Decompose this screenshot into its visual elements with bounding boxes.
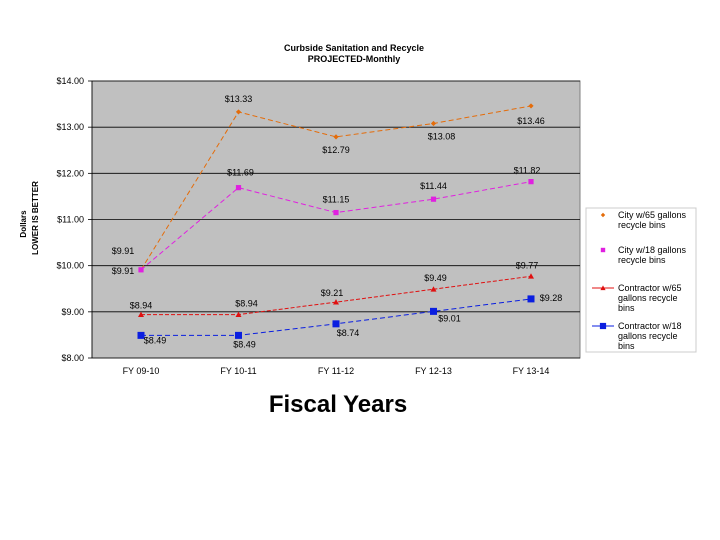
- x-tick-label: FY 10-11: [220, 366, 256, 376]
- data-label: $8.94: [130, 301, 153, 311]
- chart-title: Curbside Sanitation and Recycle: [284, 43, 424, 53]
- data-point: [235, 109, 242, 115]
- data-label: $9.49: [424, 273, 447, 283]
- data-label: $12.79: [322, 145, 350, 155]
- legend-item: City w/65 gallons recycle bins: [600, 210, 687, 230]
- data-label: $8.74: [337, 328, 360, 338]
- data-point: [333, 209, 339, 216]
- data-point: [235, 311, 242, 318]
- data-label: $8.49: [233, 339, 256, 349]
- x-axis-label: Fiscal Years: [269, 391, 407, 418]
- data-label: $9.91: [112, 246, 135, 256]
- data-point: [600, 212, 606, 218]
- legend-item: Contractor w/65 gallons recycle bins: [592, 283, 682, 313]
- data-label: $11.44: [420, 181, 447, 191]
- legend-item: City w/18 gallons recycle bins: [600, 245, 687, 265]
- data-label: $11.69: [227, 168, 254, 178]
- legend-item: Contractor w/18 gallons recycle bins: [592, 321, 682, 351]
- data-labels: $9.91 $13.33 $12.79 $13.08 $13.46 $9.91 $11.69…: [112, 94, 563, 349]
- x-axis-ticks: FY 09-10 FY 10-11 FY 11-12 FY 12-13 FY 13-14: [91, 81, 550, 376]
- data-point: [528, 273, 534, 279]
- data-point: [235, 185, 242, 191]
- legend: City w/65 gallons recycle bins City w/18 g…: [592, 210, 687, 351]
- legend-label: Contractor w/18 gallons recycle bins: [618, 321, 682, 351]
- x-tick-label: FY 09-10: [123, 366, 160, 376]
- data-point: [430, 196, 437, 202]
- data-label: $13.46: [517, 116, 545, 126]
- data-label: $9.21: [321, 288, 344, 298]
- data-point: [332, 320, 340, 328]
- series-line: [140, 105, 532, 271]
- series-group: [137, 103, 535, 339]
- data-point: [138, 311, 144, 318]
- data-point: [600, 285, 606, 291]
- y-tick-label: $11.00: [57, 215, 84, 225]
- data-point: [430, 286, 437, 292]
- data-label: $9.28: [540, 293, 563, 303]
- grid: [92, 80, 580, 359]
- x-tick-label: FY 12-13: [415, 366, 452, 376]
- y-tick-label: $8.00: [61, 353, 84, 363]
- data-label: $9.91: [112, 266, 135, 276]
- y-tick-label: $13.00: [56, 122, 84, 132]
- data-point: [527, 295, 535, 303]
- data-label: $13.08: [428, 131, 456, 141]
- series-4: [137, 295, 535, 339]
- data-label: $11.82: [514, 166, 541, 176]
- data-point: [138, 267, 144, 273]
- data-point: [333, 134, 339, 140]
- legend-label: City w/18 gallons recycle bins: [618, 245, 687, 265]
- data-point: [528, 179, 534, 185]
- data-label: $13.33: [225, 94, 253, 104]
- series-2: [138, 179, 534, 273]
- legend-label: Contractor w/65 gallons recycle bins: [618, 283, 682, 313]
- chart-subtitle: PROJECTED-Monthly: [308, 54, 401, 64]
- y-axis-note: LOWER IS BETTER: [31, 181, 40, 255]
- data-point: [600, 247, 606, 253]
- series-3: [138, 273, 534, 318]
- y-tick-label: $9.00: [61, 307, 84, 317]
- data-point: [430, 120, 437, 127]
- y-tick-label: $10.00: [56, 261, 84, 271]
- y-axis-label: Dollars: [19, 210, 28, 238]
- data-label: $9.77: [516, 260, 539, 270]
- data-point: [137, 331, 145, 339]
- y-tick-label: $14.00: [56, 76, 84, 86]
- data-point: [235, 331, 242, 339]
- data-label: $11.15: [323, 195, 350, 205]
- y-tick-label: $12.00: [56, 168, 84, 178]
- data-label: $8.49: [144, 335, 167, 345]
- y-axis-ticks: $8.00 $9.00 $10.00 $11.00 $12.00 $13.00 $14.00: [56, 76, 92, 363]
- data-point: [528, 103, 534, 109]
- x-tick-label: FY 13-14: [513, 366, 550, 376]
- data-point: [430, 307, 437, 315]
- data-label: $9.01: [438, 313, 461, 323]
- x-tick-label: FY 11-12: [318, 366, 354, 376]
- legend-label: City w/65 gallons recycle bins: [618, 210, 687, 230]
- data-point: [599, 322, 607, 330]
- data-point: [333, 299, 339, 305]
- data-label: $8.94: [235, 299, 258, 309]
